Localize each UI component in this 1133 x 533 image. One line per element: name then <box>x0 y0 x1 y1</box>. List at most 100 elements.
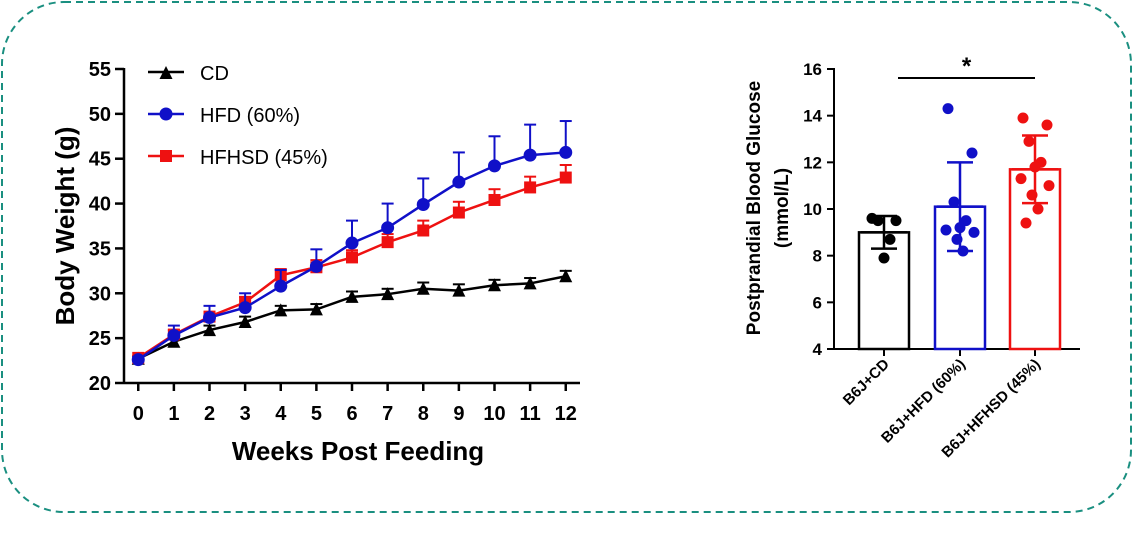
x-tick-label: 0 <box>133 403 144 425</box>
legend: CD HFD (60%) HFHSD (45%) <box>148 63 328 169</box>
blood-glucose-bars <box>857 103 1062 351</box>
series-cd <box>131 269 573 365</box>
data-point <box>488 159 501 173</box>
x-tick-label: 3 <box>240 403 251 425</box>
data-point <box>524 181 537 194</box>
legend-item-hfd: HFD (60%) <box>148 105 300 127</box>
y-tick-label: 12 <box>803 153 822 172</box>
y-tick-label: 40 <box>89 194 111 216</box>
series-line <box>137 176 567 359</box>
data-point <box>452 206 465 219</box>
data-point <box>131 353 145 367</box>
data-point <box>452 175 466 189</box>
legend-label-cd: CD <box>200 63 229 85</box>
legend-label-hfd: HFD (60%) <box>200 105 300 127</box>
data-point <box>452 283 466 297</box>
legend-marker-hfd <box>159 107 173 121</box>
y-axis-title-line1: Postprandial Blood Glucose <box>744 81 765 335</box>
data-point <box>1017 112 1029 124</box>
y-tick-label: 30 <box>89 283 111 305</box>
data-point <box>346 251 358 264</box>
data-point <box>309 302 323 316</box>
data-point <box>957 245 969 257</box>
data-point <box>417 224 430 237</box>
data-point <box>559 269 573 283</box>
data-point <box>890 215 902 227</box>
data-point <box>416 281 430 295</box>
data-point <box>954 222 966 234</box>
x-tick-label: B6J+CD <box>840 356 893 409</box>
legend-marker-hfhsd <box>160 150 172 162</box>
data-point <box>523 276 537 290</box>
legend-label-hfhsd: HFHSD (45%) <box>200 147 328 169</box>
data-point <box>309 259 323 273</box>
data-point <box>381 236 394 249</box>
legend-item-cd: CD <box>148 63 229 85</box>
data-point <box>1043 180 1055 192</box>
series-hfd <box>131 120 573 367</box>
data-point <box>966 147 978 159</box>
y-axis-title-line2: (mmol/L) <box>772 168 793 248</box>
y-tick-label: 4 <box>813 340 823 359</box>
data-point <box>488 278 501 292</box>
data-point <box>381 287 395 301</box>
figure-border <box>1 1 1132 513</box>
data-point <box>345 236 359 250</box>
x-tick-label: 6 <box>346 403 357 425</box>
y-tick-label: 6 <box>813 293 822 312</box>
data-point <box>968 226 980 238</box>
data-point <box>274 279 288 293</box>
data-point <box>238 301 252 315</box>
y-tick-label: 8 <box>813 247 822 266</box>
x-tick-label: 2 <box>204 403 215 425</box>
data-point <box>203 311 216 325</box>
data-point <box>523 148 537 162</box>
y-tick-label: 50 <box>89 104 111 126</box>
y-tick-label: 20 <box>89 373 111 395</box>
data-point <box>559 171 572 184</box>
bar-group-hfhsd <box>1008 112 1062 351</box>
data-point <box>878 252 890 264</box>
data-point <box>416 197 430 211</box>
data-point <box>1020 217 1032 229</box>
data-point <box>1023 135 1035 147</box>
data-point <box>1029 161 1041 173</box>
data-point <box>559 145 573 159</box>
data-point <box>274 303 288 317</box>
significance-bracket: * <box>898 53 1035 80</box>
x-tick-label: 10 <box>483 403 505 425</box>
x-tick-label: 4 <box>275 403 287 425</box>
data-point <box>872 215 884 227</box>
y-tick-label: 14 <box>803 107 822 126</box>
legend-marker-cd <box>159 66 173 79</box>
y-tick-label: 35 <box>89 238 111 260</box>
data-point <box>940 224 952 236</box>
body-weight-series <box>131 120 573 367</box>
data-point <box>1026 189 1038 201</box>
data-point <box>203 323 216 337</box>
data-point <box>381 221 395 235</box>
y-axis-title: Body Weight (g) <box>50 127 80 326</box>
data-point <box>238 314 252 328</box>
data-point <box>1015 173 1027 185</box>
bar-group-cd <box>857 212 911 351</box>
data-point <box>884 233 896 245</box>
y-tick-label: 25 <box>89 328 111 350</box>
y-tick-label: 16 <box>803 60 822 79</box>
data-point <box>951 233 963 245</box>
x-tick-label: 9 <box>453 403 464 425</box>
data-point <box>167 328 181 342</box>
data-point <box>948 196 960 208</box>
y-tick-label: 45 <box>89 149 111 171</box>
x-tick-label: 7 <box>382 403 393 425</box>
data-point <box>488 193 501 206</box>
x-axis-title: Weeks Post Feeding <box>232 436 484 466</box>
data-point <box>942 103 954 115</box>
legend-item-hfhsd: HFHSD (45%) <box>148 147 328 169</box>
x-tick-label: 5 <box>311 403 322 425</box>
data-point <box>1041 119 1053 131</box>
